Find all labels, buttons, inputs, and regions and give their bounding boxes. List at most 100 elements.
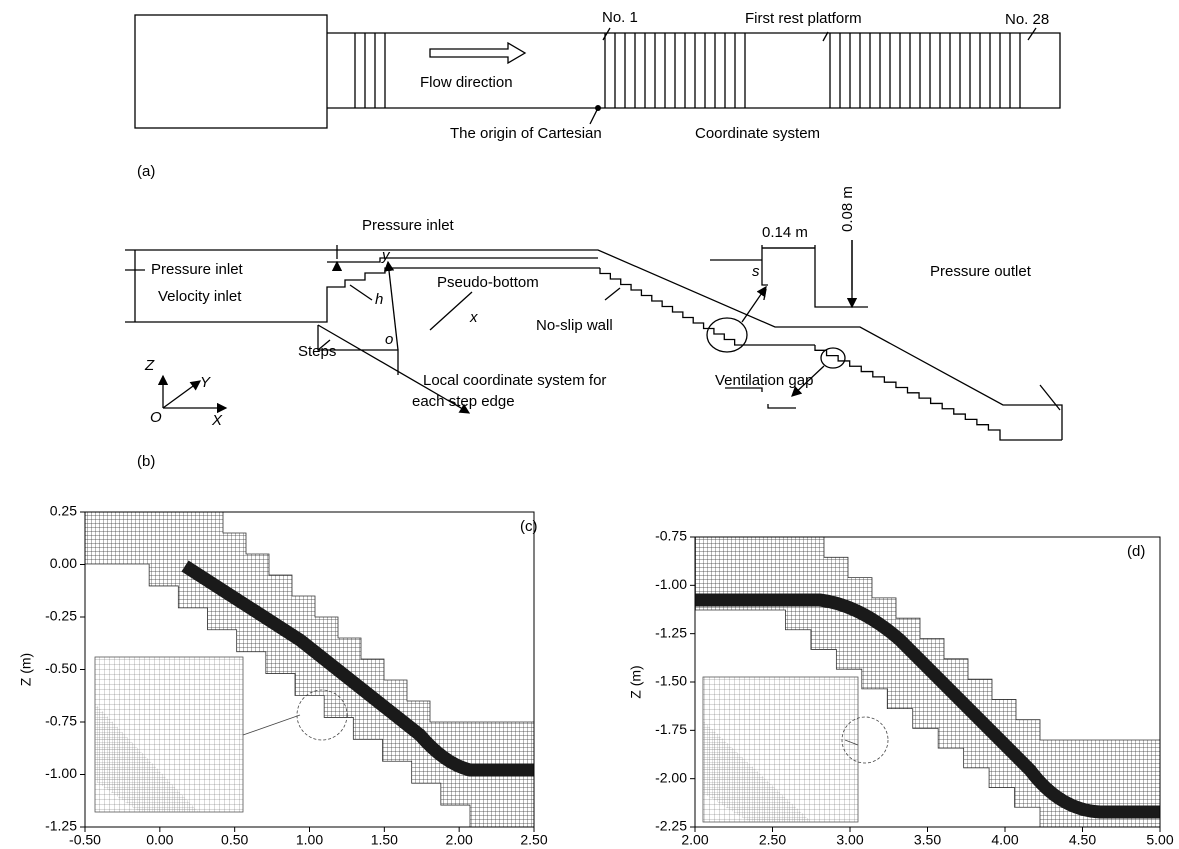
y-tick-label: -1.00 <box>655 576 687 592</box>
arrow <box>741 285 767 323</box>
y-tick-label: -2.25 <box>655 818 687 834</box>
y-tick-label: -0.25 <box>45 608 77 624</box>
channel-inner <box>327 257 598 263</box>
x-tick-label: 2.50 <box>520 832 547 848</box>
zoom-circle <box>296 689 348 741</box>
label: Ventilation gap <box>715 372 813 389</box>
label: Y <box>200 374 211 391</box>
label: o <box>385 331 393 348</box>
x-tick-label: 2.00 <box>681 832 708 848</box>
label: Pressure inlet <box>151 261 244 278</box>
arrow <box>383 260 399 351</box>
x-tick-label: 1.50 <box>371 832 398 848</box>
label: each step edge <box>412 393 515 410</box>
label: First rest platform <box>745 10 862 27</box>
label: s <box>752 263 760 280</box>
leader <box>429 291 473 331</box>
label: No. 28 <box>1005 11 1049 28</box>
inlet-box <box>134 14 328 129</box>
step-detail <box>710 245 868 308</box>
y-tick-label: 0.00 <box>50 555 77 571</box>
channel-top <box>125 249 1063 440</box>
y-tick-label: -0.50 <box>45 660 77 676</box>
label: X <box>211 412 223 429</box>
fine-mesh-band <box>181 560 534 777</box>
label: Pressure inlet <box>362 217 455 234</box>
label: x <box>469 309 478 326</box>
label: Flow direction <box>420 74 513 91</box>
x-tick-label: 3.00 <box>836 832 863 848</box>
panel-label: (b) <box>137 453 155 470</box>
panel-label: (c) <box>520 518 538 535</box>
leader <box>1039 384 1061 411</box>
x-tick-label: 4.00 <box>991 832 1018 848</box>
fine-mesh-band <box>695 593 1160 819</box>
x-tick-label: 5.00 <box>1146 832 1173 848</box>
x-tick-label: 2.00 <box>446 832 473 848</box>
circle <box>706 317 748 353</box>
x-tick-label: 4.50 <box>1069 832 1096 848</box>
panel-label: (d) <box>1127 543 1145 560</box>
x-tick-label: -0.50 <box>69 832 101 848</box>
inset-band <box>95 703 199 812</box>
steps <box>599 268 1062 441</box>
leader <box>349 284 373 301</box>
plot: -0.50 0.00 0.50 1.00 1.50 2.00 2.50 0.25 0.00 -0.… <box>18 503 548 848</box>
y-axis-label: Z (m) <box>628 665 644 698</box>
zoom-link <box>242 714 301 736</box>
leader <box>589 107 599 125</box>
label: Coordinate system <box>695 125 820 142</box>
label: h <box>375 291 383 308</box>
y-tick-label: -0.75 <box>655 528 687 544</box>
label: No-slip wall <box>536 317 613 334</box>
arrow <box>791 365 825 397</box>
y-tick-label: -1.75 <box>655 721 687 737</box>
label: 0.08 m <box>839 186 856 232</box>
y-tick-label: 0.25 <box>50 503 77 519</box>
label: l <box>763 287 767 304</box>
y-axis-label: Z (m) <box>18 653 34 686</box>
leader <box>317 339 331 351</box>
label: Z <box>144 357 155 374</box>
plot: 2.00 2.50 3.00 3.50 4.00 4.50 5.00 -0.75 -1.00 -1… <box>628 528 1174 848</box>
label: 0.14 m <box>762 224 808 241</box>
channel <box>327 32 1061 109</box>
label: Velocity inlet <box>158 288 242 305</box>
x-tick-label: 3.50 <box>914 832 941 848</box>
y-tick-label: -1.25 <box>655 624 687 640</box>
inset-band <box>703 720 812 822</box>
plots: -0.50 0.00 0.50 1.00 1.50 2.00 2.50 0.25 0.00 -0.… <box>18 503 1174 848</box>
label: y <box>381 247 391 264</box>
label: Pseudo-bottom <box>437 274 539 291</box>
arrow <box>447 399 471 414</box>
label: Local coordinate system for <box>423 372 606 389</box>
x-tick-label: 2.50 <box>759 832 786 848</box>
dimension <box>762 240 853 290</box>
label: O <box>150 409 162 426</box>
leaders <box>602 27 1037 42</box>
label: No. 1 <box>602 9 638 26</box>
axis <box>162 380 202 409</box>
y-tick-label: -0.75 <box>45 713 77 729</box>
y-tick-label: -1.50 <box>655 673 687 689</box>
label: Pressure outlet <box>930 263 1032 280</box>
steps <box>354 33 386 108</box>
gap-detail <box>725 387 796 409</box>
panel-label: (a) <box>137 163 155 180</box>
x-tick-label: 0.50 <box>221 832 248 848</box>
x-tick-label: 0.00 <box>146 832 173 848</box>
coarse-mesh <box>84 511 535 828</box>
local-geometry <box>317 324 469 413</box>
label: Steps <box>298 343 336 360</box>
zoom-link <box>844 739 859 746</box>
y-tick-label: -1.00 <box>45 765 77 781</box>
label: The origin of Cartesian <box>450 125 602 142</box>
x-tick-label: 1.00 <box>296 832 323 848</box>
dimension <box>762 240 852 307</box>
flow-arrow <box>429 41 527 65</box>
steps <box>604 33 1021 108</box>
panel-b <box>125 240 1063 441</box>
y-tick-label: -2.00 <box>655 769 687 785</box>
